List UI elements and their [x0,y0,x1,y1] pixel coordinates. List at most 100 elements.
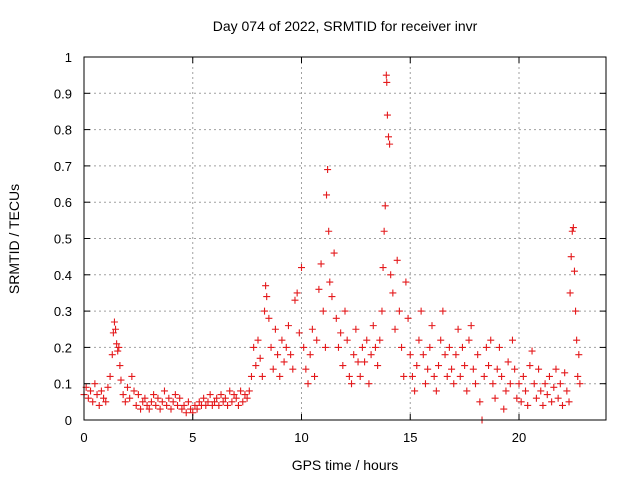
data-point [461,362,469,370]
data-point [300,343,308,351]
data-point [535,365,543,373]
data-point [323,191,331,199]
data-point [489,380,497,388]
data-point [239,398,247,406]
data-point [245,387,253,395]
data-point [121,398,129,406]
data-point [252,362,260,370]
data-point [537,387,545,395]
data-point [319,307,327,315]
data-point [574,372,582,380]
data-point [334,343,342,351]
data-point [517,398,525,406]
data-point [261,307,269,315]
data-point [184,398,192,406]
data-point [395,307,403,315]
y-tick-label: 0.5 [54,232,72,247]
data-point [515,380,523,388]
data-point [487,336,495,344]
data-point [313,336,321,344]
data-point [298,264,305,272]
data-point [237,387,245,395]
data-point [371,343,379,351]
data-point [263,293,271,301]
data-point [439,307,447,315]
data-point [456,372,464,380]
data-point [441,351,449,359]
data-point [250,343,258,351]
data-point [124,383,131,391]
data-point [448,365,456,373]
y-tick-label: 0.4 [54,268,72,283]
data-point [411,387,419,395]
data-point [100,394,108,402]
data-point [385,133,392,141]
data-point [575,351,583,359]
data-point [498,372,506,380]
data-point [452,351,460,359]
data-point [450,380,458,388]
data-point [508,336,516,344]
data-point [576,380,584,388]
data-point [200,394,208,402]
data-point [262,282,270,290]
data-point [389,289,397,297]
data-point [317,260,325,268]
data-point [267,343,275,351]
x-tick-label: 5 [189,430,196,445]
data-point [421,380,429,388]
data-point [408,372,416,380]
data-point [115,343,123,351]
data-point [400,372,408,380]
data-point [278,336,286,344]
data-point [139,398,147,406]
data-point [321,343,329,351]
data-point [130,387,138,395]
data-point [337,329,345,337]
data-point [217,391,225,399]
data-point [113,340,121,348]
data-point [482,343,490,351]
data-point [167,405,175,413]
data-point [152,401,160,409]
data-point [554,394,562,402]
y-tick-label: 0.3 [54,304,72,319]
data-point [379,264,387,272]
data-point [228,398,236,406]
data-point [567,253,575,261]
data-point [132,401,140,409]
data-point [171,391,179,399]
data-point [343,336,351,344]
data-point [284,322,292,330]
data-point [443,372,451,380]
x-tick-labels: 0 5 10 15 20 [80,430,526,445]
data-point [380,227,388,235]
data-point [128,372,136,380]
data-point [532,394,540,402]
data-point [213,394,221,402]
data-point [419,351,427,359]
data-point [134,391,142,399]
data-point [241,391,249,399]
data-point [506,380,514,388]
data-point [256,354,264,362]
data-point [465,336,473,344]
data-point [348,380,356,388]
data-point [550,383,558,391]
chart-title: Day 074 of 2022, SRMTID for receiver inv… [213,18,478,34]
data-point [87,387,95,395]
y-tick-label: 0.9 [54,86,72,101]
data-point [472,380,479,388]
data-point [566,289,574,297]
data-point [165,394,173,402]
data-point [363,336,371,344]
data-point [458,343,466,351]
y-tick-label: 0.8 [54,123,72,138]
data-point [287,351,295,359]
data-point [352,325,360,333]
data-point [356,372,364,380]
data-point [126,394,134,402]
data-point [174,401,182,409]
data-point [156,405,164,413]
